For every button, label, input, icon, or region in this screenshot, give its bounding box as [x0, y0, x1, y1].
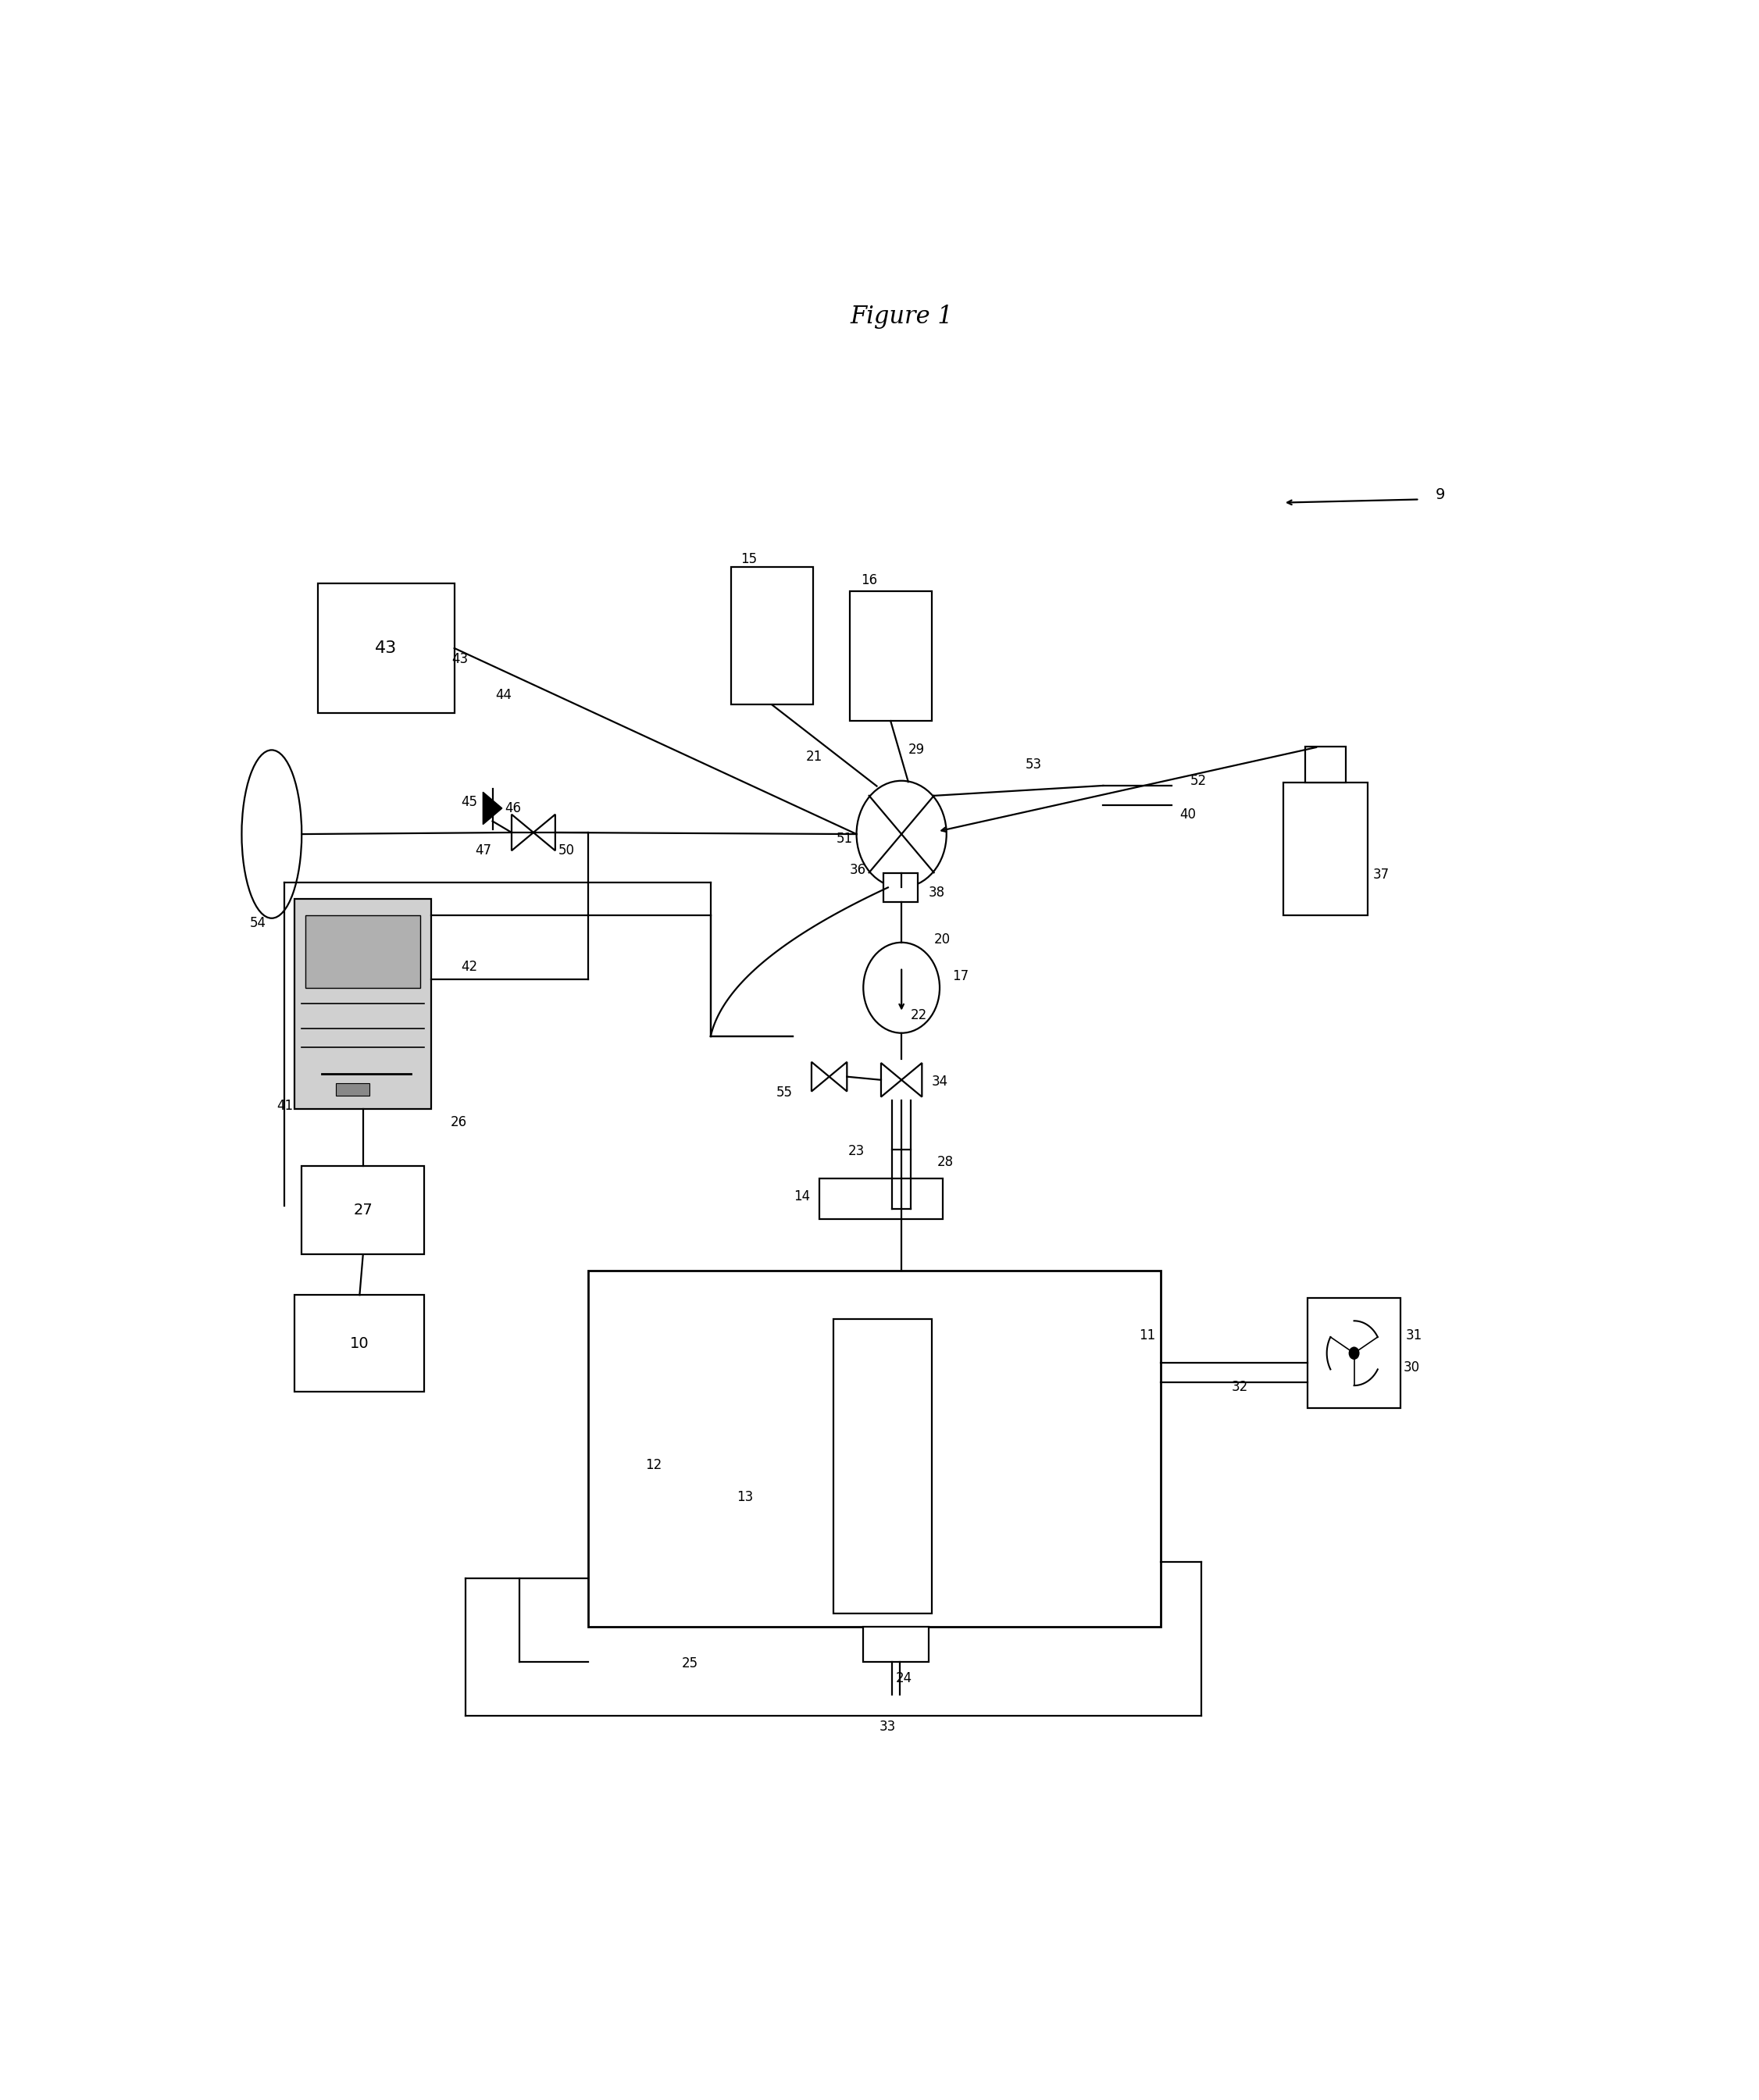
Text: 51: 51 — [836, 832, 853, 846]
Text: 32: 32 — [1231, 1380, 1247, 1394]
Bar — [306, 916, 420, 987]
Text: 21: 21 — [806, 750, 823, 764]
Text: 36: 36 — [850, 863, 865, 876]
Text: 55: 55 — [776, 1086, 793, 1100]
Text: 53: 53 — [1025, 758, 1041, 771]
Bar — [732, 567, 813, 706]
Text: 52: 52 — [1191, 773, 1207, 788]
Bar — [303, 1166, 424, 1254]
Text: 43: 43 — [375, 640, 398, 655]
Text: 28: 28 — [938, 1155, 953, 1170]
Text: 27: 27 — [354, 1203, 373, 1218]
Text: 54: 54 — [250, 916, 266, 930]
Text: 50: 50 — [558, 844, 575, 857]
Text: 30: 30 — [1404, 1361, 1420, 1376]
Text: 45: 45 — [461, 794, 477, 809]
Bar — [296, 1296, 424, 1392]
Text: 26: 26 — [450, 1115, 466, 1130]
Bar — [318, 584, 454, 712]
Text: 16: 16 — [860, 573, 878, 588]
Bar — [1284, 783, 1369, 916]
Text: 31: 31 — [1405, 1329, 1423, 1342]
Text: 9: 9 — [1435, 487, 1444, 502]
Text: 34: 34 — [932, 1075, 948, 1088]
Polygon shape — [484, 792, 501, 825]
Text: 12: 12 — [646, 1457, 661, 1472]
Text: 33: 33 — [880, 1720, 895, 1735]
Text: 40: 40 — [1180, 809, 1196, 821]
Circle shape — [1349, 1346, 1360, 1359]
Text: 15: 15 — [741, 552, 756, 567]
Text: 24: 24 — [895, 1672, 913, 1684]
Text: 41: 41 — [278, 1098, 294, 1113]
Text: 17: 17 — [952, 970, 969, 983]
Text: 46: 46 — [505, 802, 521, 815]
Bar — [336, 1084, 369, 1096]
Text: 13: 13 — [737, 1491, 753, 1504]
Text: 23: 23 — [848, 1145, 865, 1157]
Bar — [1307, 1298, 1400, 1409]
Text: 11: 11 — [1138, 1329, 1156, 1342]
Text: 10: 10 — [350, 1336, 369, 1350]
Bar — [850, 592, 932, 720]
Text: 38: 38 — [929, 886, 945, 899]
Bar — [883, 874, 918, 903]
Text: 42: 42 — [461, 960, 478, 974]
Text: 20: 20 — [934, 932, 950, 947]
Text: 29: 29 — [908, 743, 925, 758]
Bar — [588, 1270, 1161, 1625]
Bar — [820, 1178, 943, 1218]
Text: 44: 44 — [496, 689, 512, 701]
Text: 37: 37 — [1374, 867, 1390, 882]
Bar — [864, 1628, 929, 1661]
Bar — [1305, 748, 1346, 783]
Text: 14: 14 — [793, 1189, 811, 1203]
Text: 43: 43 — [452, 653, 468, 666]
Text: Figure 1: Figure 1 — [850, 304, 953, 330]
Bar — [296, 899, 431, 1109]
Text: 47: 47 — [475, 844, 491, 857]
Bar — [834, 1319, 932, 1613]
Text: 22: 22 — [911, 1008, 927, 1023]
Text: 25: 25 — [682, 1657, 698, 1672]
